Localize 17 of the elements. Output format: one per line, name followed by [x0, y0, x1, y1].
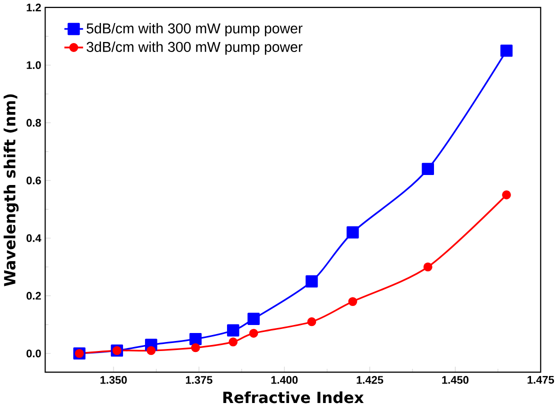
y-tick-label: 1.0	[26, 61, 41, 70]
y-tick-label: 0.8	[26, 119, 41, 127]
x-tick-label: 1.475	[528, 376, 554, 384]
legend-label: 5dB/cm with 300 mW pump power	[86, 23, 302, 36]
x-tick-label: 1.350	[100, 376, 127, 384]
x-tick-label: 1.425	[356, 376, 384, 384]
legend-label: 3dB/cm with 300 mW pump power	[86, 42, 302, 55]
y-axis-title: Wavelength shift (nm)	[4, 94, 19, 286]
x-tick-label: 1.450	[442, 376, 468, 384]
y-tick-label: 0.2	[26, 292, 41, 300]
x-tick-label: 1.375	[186, 376, 212, 384]
x-tick-label: 1.400	[271, 376, 298, 384]
y-tick-label: 0.0	[26, 350, 41, 358]
y-tick-label: 0.4	[26, 234, 42, 242]
y-tick-label: 1.2	[26, 4, 41, 12]
x-axis-title: Refractive Index	[223, 391, 364, 404]
y-tick-label: 0.6	[26, 176, 41, 184]
